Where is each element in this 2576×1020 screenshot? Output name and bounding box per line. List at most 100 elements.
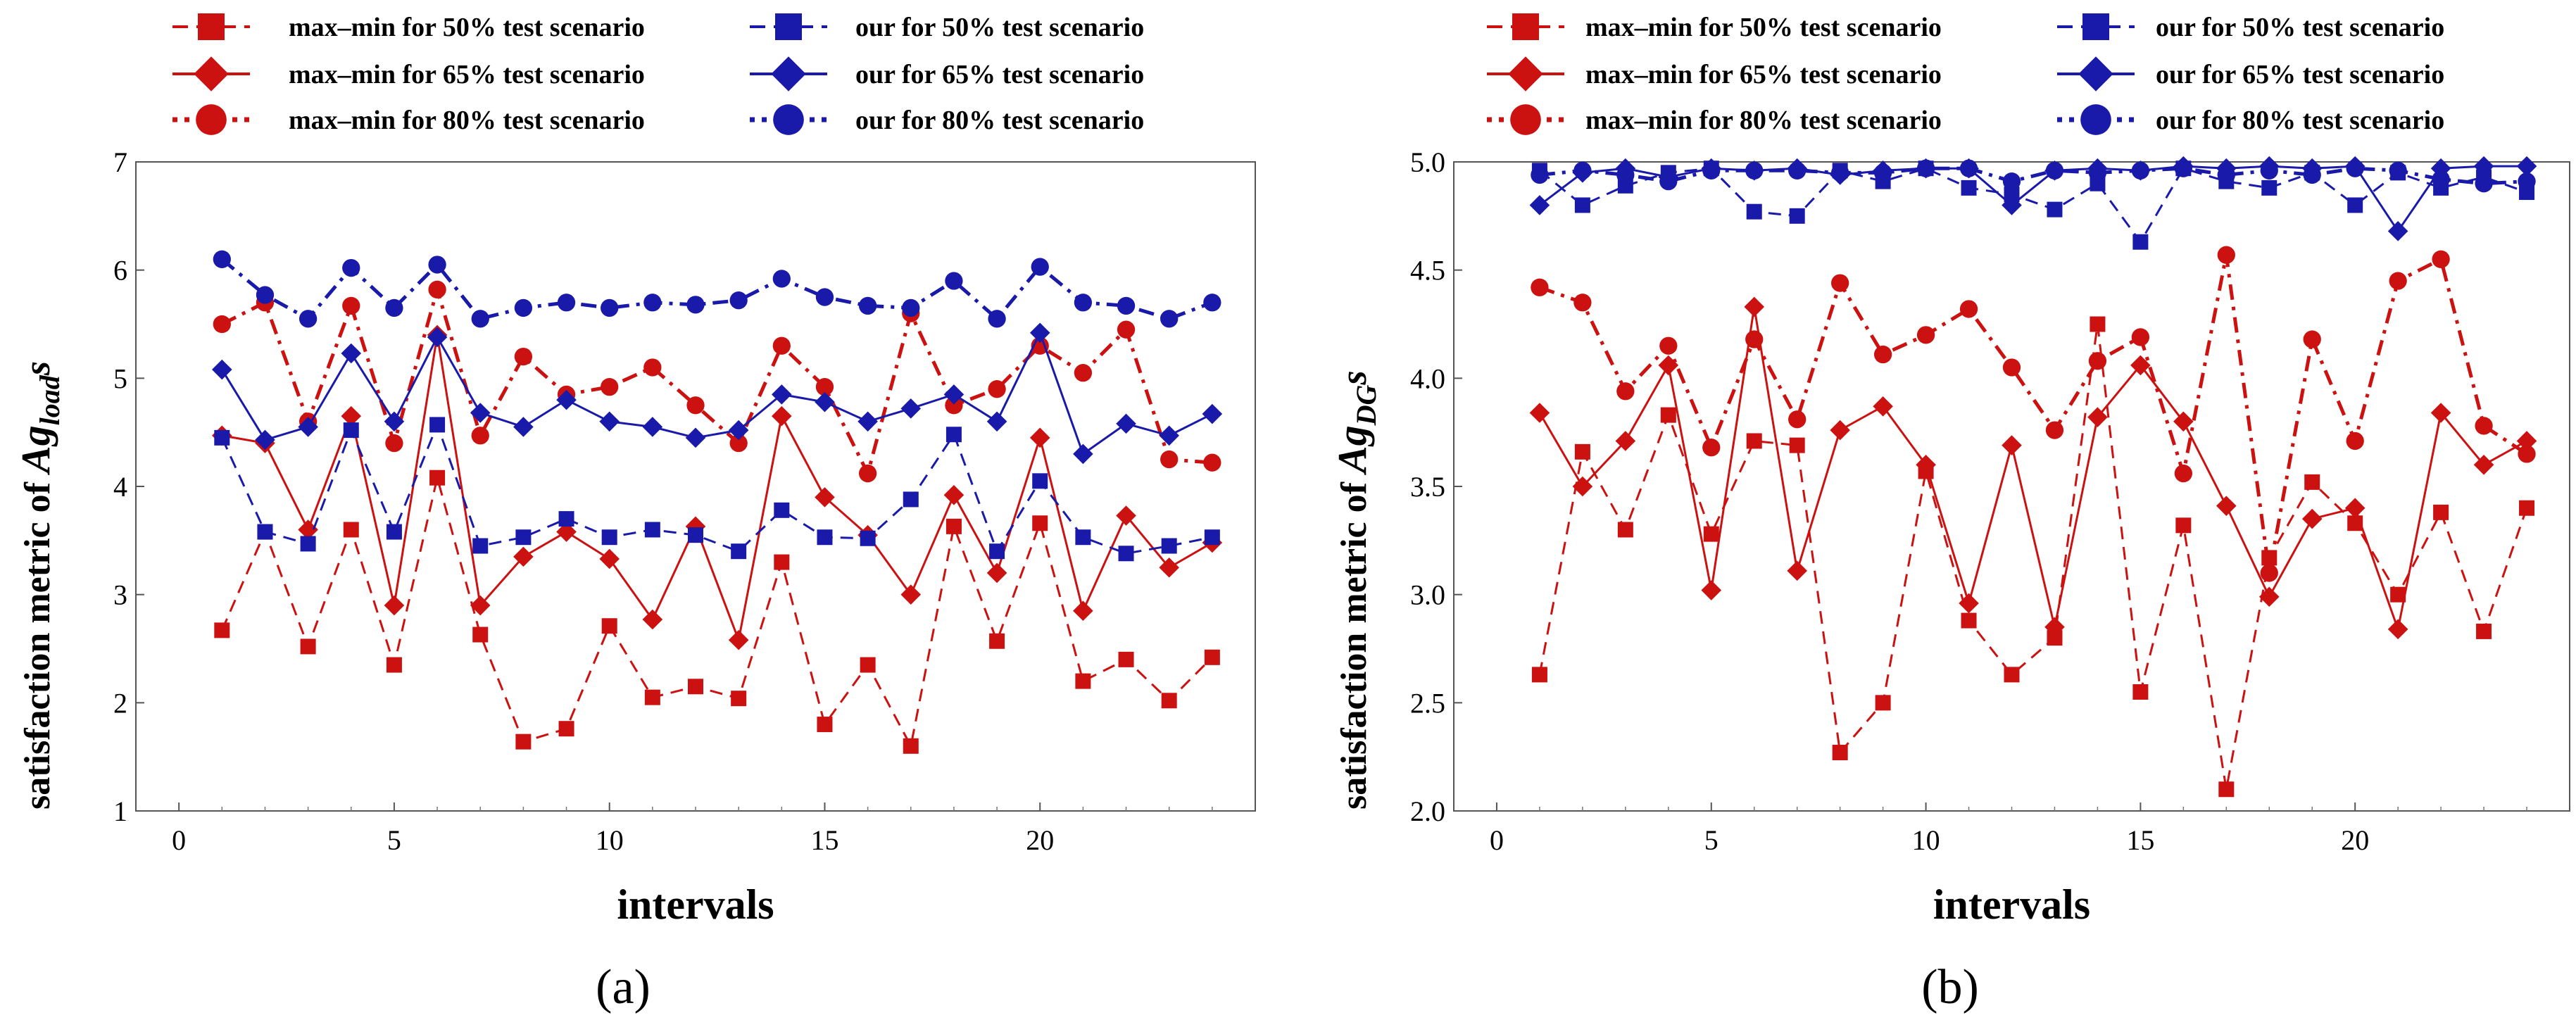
data-point [2387,619,2408,640]
data-point [1075,673,1091,689]
legend-swatch-marker [196,104,227,135]
data-point [1203,453,1221,472]
x-tick-label: 15 [810,824,838,856]
data-point [558,721,574,737]
data-point [558,511,574,527]
data-point [731,543,747,560]
y-tick-label: 7 [113,146,127,178]
data-point [643,294,662,312]
legend-label: max–min for 80% test scenario [289,106,645,135]
x-axis-label: intervals [1933,881,2090,928]
data-point [988,380,1006,398]
data-point [1075,529,1091,546]
data-point [257,524,273,540]
legend-swatch-marker [1508,56,1543,92]
data-point [429,470,446,486]
y-axis-label: satisfaction metric of AgDGs [1329,370,1382,810]
data-point [1160,450,1179,469]
plot-frame [135,161,1256,812]
data-point [1832,745,1848,761]
data-point [1916,159,1935,177]
data-point [1531,667,1547,683]
data-point [2047,630,2063,646]
legend-swatch-marker [771,56,806,92]
data-point [815,391,835,413]
data-point [341,405,362,427]
data-point [1073,443,1093,465]
data-point [986,562,1007,584]
y-axis-label-symbol: Ag [13,425,58,475]
data-point [2389,161,2407,180]
data-point [601,618,617,634]
data-point [1745,161,1764,180]
series-1 [1529,296,2537,640]
data-point [472,538,489,554]
data-point [2432,170,2450,189]
data-point [815,377,834,396]
y-tick-label: 5 [113,363,127,394]
legend-item: our for 65% test scenario [750,56,1144,92]
data-point [903,738,919,754]
legend-swatch-marker [2078,56,2113,92]
y-tick-label: 5.0 [1410,146,1445,178]
data-point [2004,187,2020,203]
data-point [943,484,965,505]
data-point [815,288,834,306]
data-point [2131,328,2150,346]
data-point [1616,382,1635,401]
y-tick-label: 2.0 [1410,795,1445,827]
data-point [601,377,619,396]
legend-swatch-marker [2080,104,2111,135]
series-5 [213,250,1221,328]
legend-swatch-marker [773,104,804,135]
series-5 [1531,159,2536,193]
x-tick-label: 10 [596,824,624,856]
data-point [429,417,446,433]
data-point [385,434,403,453]
data-point [1660,407,1676,423]
data-point [2174,159,2192,177]
y-axis-label-suffix: s [1334,370,1374,385]
legend-item: our for 65% test scenario [2057,56,2444,92]
data-point [556,522,577,542]
x-tick-label: 20 [2341,824,2369,856]
legend-swatch-marker [1510,104,1541,135]
legend-swatch-marker [194,56,229,92]
data-point [513,417,534,437]
data-point [471,427,489,445]
data-point [2304,474,2320,490]
data-point [386,657,402,673]
series-2 [213,280,1221,483]
panel-caption: (a) [596,960,651,1014]
data-point [774,502,790,518]
data-point [772,270,791,288]
legend-item: max–min for 50% test scenario [1487,13,1942,42]
y-tick-label: 4.5 [1410,255,1445,287]
data-point [213,315,231,334]
data-point [900,584,922,605]
data-point [2432,250,2450,268]
data-point [2216,496,2237,516]
data-point [2132,684,2149,700]
y-tick-label: 6 [113,255,127,287]
data-point [1875,695,1891,711]
data-point [2518,172,2536,191]
data-point [1159,425,1179,446]
y-tick-label: 3.0 [1410,579,1445,611]
legend: max–min for 50% test scenario max–min for… [172,13,1144,135]
data-point [2516,431,2537,451]
data-point [1961,612,1977,629]
legend-label: our for 50% test scenario [2156,13,2444,42]
y-axis-label-prefix: satisfaction metric of [18,473,58,810]
data-point [686,396,705,415]
data-point [256,286,275,304]
data-point [470,595,491,616]
data-point [1572,476,1593,497]
data-point [644,689,660,705]
legend-item: our for 50% test scenario [750,13,1144,42]
data-point [1031,258,1049,276]
data-point [2346,159,2364,177]
data-point [2346,432,2364,451]
data-point [945,427,962,443]
data-point [989,543,1005,560]
